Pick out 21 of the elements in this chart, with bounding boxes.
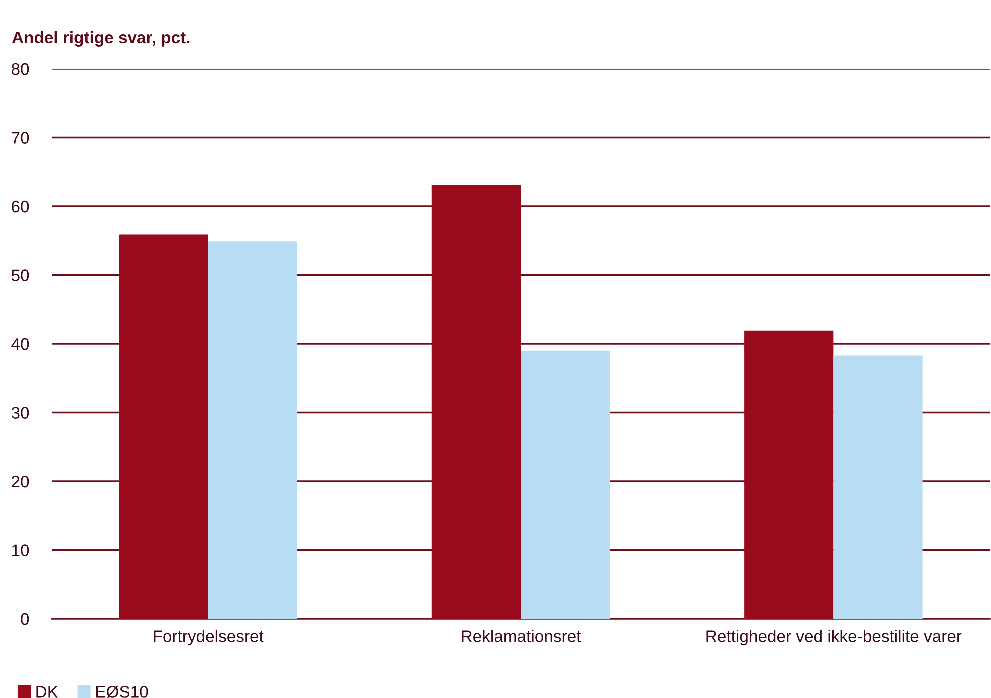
y-tick-label: 10 (12, 544, 30, 556)
legend-label: DK (36, 686, 58, 698)
y-tick-label: 30 (12, 407, 30, 419)
y-tick-label: 50 (12, 270, 30, 282)
y-axis-title: Andel rigtige svar, pct. (12, 31, 190, 47)
bar (119, 234, 208, 619)
y-tick-label: 60 (12, 200, 30, 213)
bar (521, 350, 610, 619)
bar (834, 356, 923, 619)
y-tick-label: 80 (12, 63, 30, 76)
bar (744, 330, 834, 619)
y-tick-label: 40 (12, 338, 30, 350)
y-tick-label: 70 (12, 132, 30, 144)
bar (432, 185, 521, 619)
bar (208, 242, 298, 619)
y-tick-label: 20 (12, 476, 30, 488)
x-tick-label: Reklamationsret (462, 630, 582, 642)
x-tick-label: Fortrydelsesret (154, 630, 264, 646)
y-tick-label: 0 (21, 613, 30, 626)
x-tick-label: Rettigheder ved ikke-bestilite varer (706, 630, 962, 646)
legend-label: EØS10 (96, 686, 148, 698)
